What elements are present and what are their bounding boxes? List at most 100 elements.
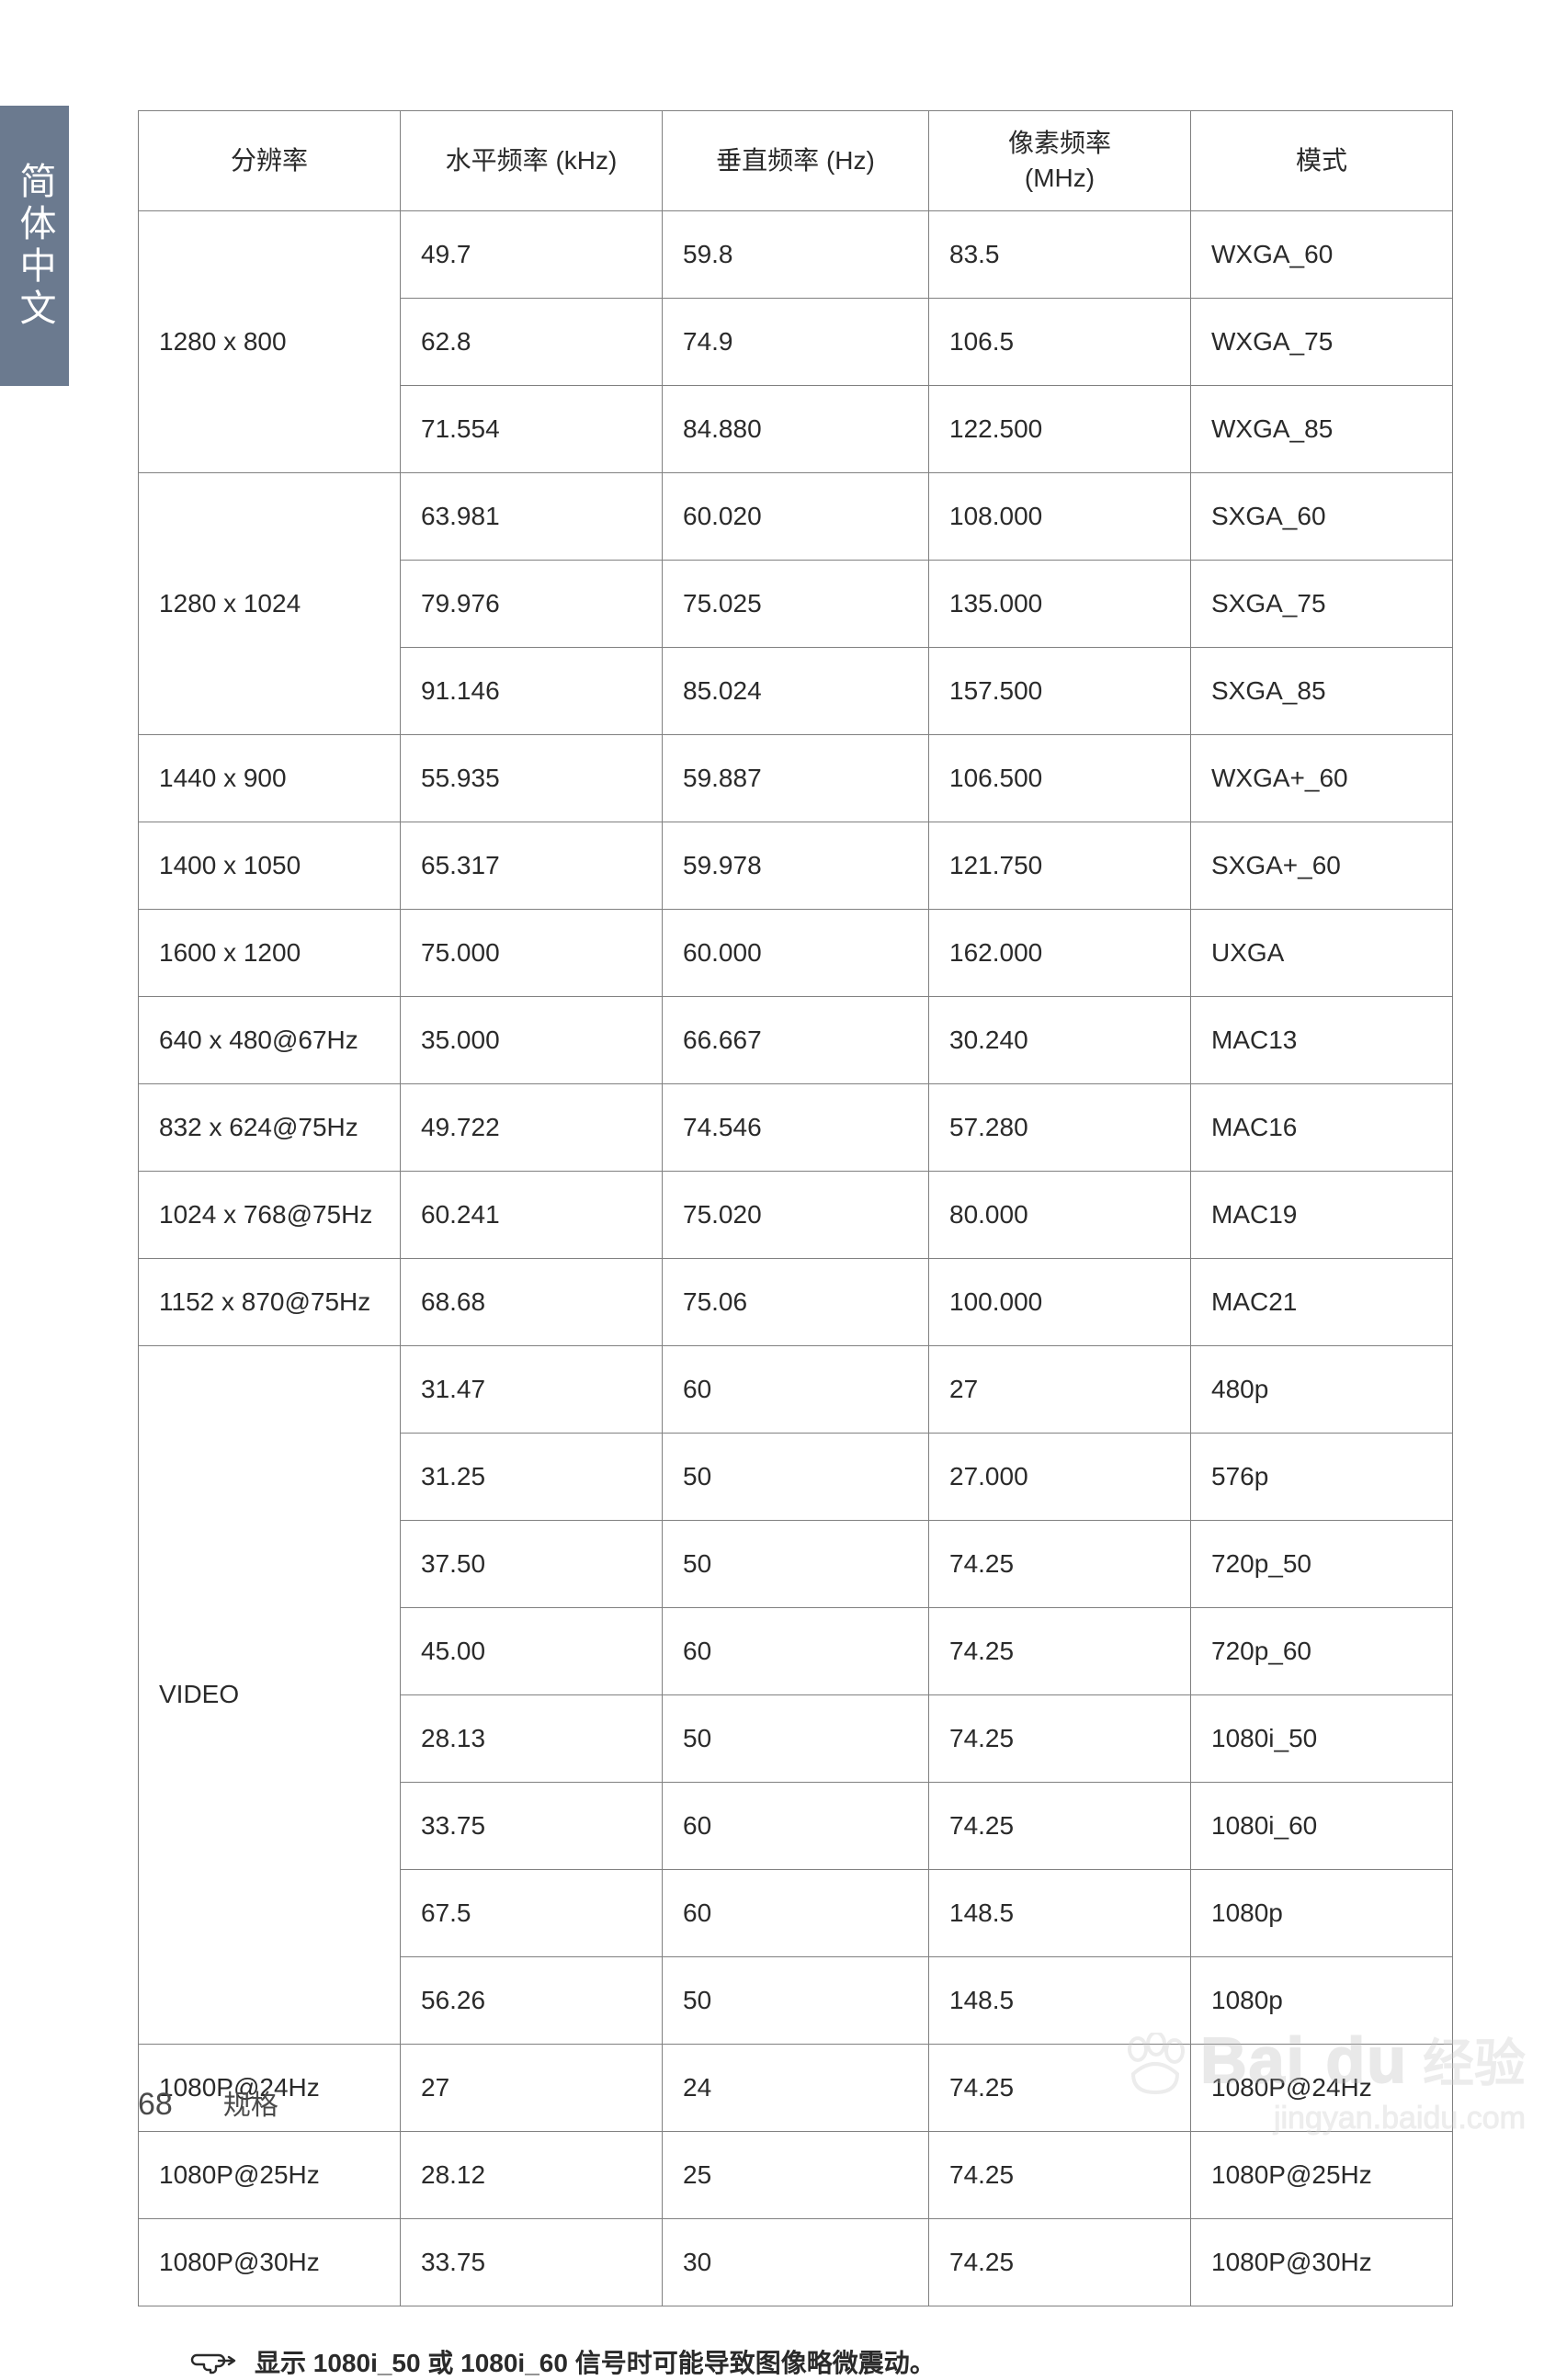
cell-mode: MAC21 xyxy=(1191,1258,1453,1345)
cell-vhz: 75.020 xyxy=(663,1171,929,1258)
cell-pmhz: 148.5 xyxy=(929,1869,1191,1956)
col-mode: 模式 xyxy=(1191,111,1453,211)
cell-hkhz: 68.68 xyxy=(401,1258,663,1345)
cell-mode: SXGA_60 xyxy=(1191,472,1453,560)
spec-table: 分辨率 水平频率 (kHz) 垂直频率 (Hz) 像素频率 (MHz) 模式 1… xyxy=(138,110,1453,2306)
cell-vhz: 60.020 xyxy=(663,472,929,560)
cell-hkhz: 37.50 xyxy=(401,1520,663,1607)
language-tab: 简体中文 xyxy=(0,106,69,386)
language-tab-label: 简体中文 xyxy=(8,162,62,331)
cell-pmhz: 74.25 xyxy=(929,1607,1191,1694)
cell-vhz: 50 xyxy=(663,1433,929,1520)
cell-resolution: 1080P@30Hz xyxy=(139,2218,401,2306)
cell-vhz: 60 xyxy=(663,1345,929,1433)
table-row: 1280 x 80049.759.883.5WXGA_60 xyxy=(139,210,1453,298)
cell-mode: WXGA_85 xyxy=(1191,385,1453,472)
cell-pmhz: 83.5 xyxy=(929,210,1191,298)
cell-mode: WXGA_75 xyxy=(1191,298,1453,385)
table-row: 1080P@30Hz33.753074.251080P@30Hz xyxy=(139,2218,1453,2306)
cell-mode: MAC13 xyxy=(1191,996,1453,1083)
cell-pmhz: 57.280 xyxy=(929,1083,1191,1171)
cell-mode: SXGA+_60 xyxy=(1191,822,1453,909)
cell-hkhz: 55.935 xyxy=(401,734,663,822)
table-body: 1280 x 80049.759.883.5WXGA_6062.874.9106… xyxy=(139,210,1453,2306)
cell-mode: SXGA_75 xyxy=(1191,560,1453,647)
cell-pmhz: 135.000 xyxy=(929,560,1191,647)
cell-resolution: 1152 x 870@75Hz xyxy=(139,1258,401,1345)
cell-mode: WXGA+_60 xyxy=(1191,734,1453,822)
section-label: 规格 xyxy=(223,2082,278,2123)
cell-mode: 720p_50 xyxy=(1191,1520,1453,1607)
cell-mode: 1080p xyxy=(1191,1869,1453,1956)
cell-pmhz: 74.25 xyxy=(929,1782,1191,1869)
table-header: 分辨率 水平频率 (kHz) 垂直频率 (Hz) 像素频率 (MHz) 模式 xyxy=(139,111,1453,211)
cell-hkhz: 75.000 xyxy=(401,909,663,996)
col-vfreq: 垂直频率 (Hz) xyxy=(663,111,929,211)
cell-resolution: 1440 x 900 xyxy=(139,734,401,822)
table-row: 1600 x 120075.00060.000162.000UXGA xyxy=(139,909,1453,996)
cell-mode: 1080P@24Hz xyxy=(1191,2044,1453,2131)
cell-hkhz: 28.12 xyxy=(401,2131,663,2218)
cell-hkhz: 27 xyxy=(401,2044,663,2131)
cell-vhz: 50 xyxy=(663,1694,929,1782)
cell-resolution: 1080P@25Hz xyxy=(139,2131,401,2218)
col-resolution: 分辨率 xyxy=(139,111,401,211)
cell-pmhz: 148.5 xyxy=(929,1956,1191,2044)
cell-mode: UXGA xyxy=(1191,909,1453,996)
col-pixelclock: 像素频率 (MHz) xyxy=(929,111,1191,211)
cell-hkhz: 31.25 xyxy=(401,1433,663,1520)
hand-point-icon xyxy=(188,2345,238,2378)
table-row: 640 x 480@67Hz35.00066.66730.240MAC13 xyxy=(139,996,1453,1083)
col-hfreq: 水平频率 (kHz) xyxy=(401,111,663,211)
cell-hkhz: 49.7 xyxy=(401,210,663,298)
cell-vhz: 59.887 xyxy=(663,734,929,822)
content-area: 分辨率 水平频率 (kHz) 垂直频率 (Hz) 像素频率 (MHz) 模式 1… xyxy=(138,110,1452,2380)
cell-vhz: 60 xyxy=(663,1607,929,1694)
cell-vhz: 60.000 xyxy=(663,909,929,996)
page-number: 68 xyxy=(138,2087,173,2123)
cell-vhz: 75.06 xyxy=(663,1258,929,1345)
table-row: 1440 x 90055.93559.887106.500WXGA+_60 xyxy=(139,734,1453,822)
cell-hkhz: 91.146 xyxy=(401,647,663,734)
cell-mode: 1080i_50 xyxy=(1191,1694,1453,1782)
cell-vhz: 50 xyxy=(663,1956,929,2044)
cell-pmhz: 74.25 xyxy=(929,2218,1191,2306)
cell-resolution: VIDEO xyxy=(139,1345,401,2044)
cell-mode: SXGA_85 xyxy=(1191,647,1453,734)
cell-pmhz: 30.240 xyxy=(929,996,1191,1083)
cell-hkhz: 45.00 xyxy=(401,1607,663,1694)
cell-resolution: 640 x 480@67Hz xyxy=(139,996,401,1083)
cell-vhz: 66.667 xyxy=(663,996,929,1083)
cell-mode: 1080P@30Hz xyxy=(1191,2218,1453,2306)
cell-hkhz: 33.75 xyxy=(401,2218,663,2306)
cell-hkhz: 67.5 xyxy=(401,1869,663,1956)
cell-pmhz: 80.000 xyxy=(929,1171,1191,1258)
cell-resolution: 1600 x 1200 xyxy=(139,909,401,996)
table-row: 1280 x 102463.98160.020108.000SXGA_60 xyxy=(139,472,1453,560)
cell-vhz: 84.880 xyxy=(663,385,929,472)
cell-vhz: 85.024 xyxy=(663,647,929,734)
cell-vhz: 75.025 xyxy=(663,560,929,647)
cell-hkhz: 35.000 xyxy=(401,996,663,1083)
cell-pmhz: 162.000 xyxy=(929,909,1191,996)
cell-resolution: 1280 x 1024 xyxy=(139,472,401,734)
cell-hkhz: 60.241 xyxy=(401,1171,663,1258)
cell-mode: 720p_60 xyxy=(1191,1607,1453,1694)
cell-hkhz: 33.75 xyxy=(401,1782,663,1869)
cell-hkhz: 56.26 xyxy=(401,1956,663,2044)
table-row: 1400 x 105065.31759.978121.750SXGA+_60 xyxy=(139,822,1453,909)
cell-hkhz: 79.976 xyxy=(401,560,663,647)
table-row: 832 x 624@75Hz49.72274.54657.280MAC16 xyxy=(139,1083,1453,1171)
table-row: 1024 x 768@75Hz60.24175.02080.000MAC19 xyxy=(139,1171,1453,1258)
cell-hkhz: 63.981 xyxy=(401,472,663,560)
page-footer: 68 规格 xyxy=(138,2082,278,2123)
cell-mode: 480p xyxy=(1191,1345,1453,1433)
cell-resolution: 1400 x 1050 xyxy=(139,822,401,909)
cell-mode: 1080i_60 xyxy=(1191,1782,1453,1869)
cell-vhz: 24 xyxy=(663,2044,929,2131)
table-row: VIDEO31.476027480p xyxy=(139,1345,1453,1433)
cell-vhz: 74.546 xyxy=(663,1083,929,1171)
cell-pmhz: 106.500 xyxy=(929,734,1191,822)
cell-pmhz: 74.25 xyxy=(929,2044,1191,2131)
cell-resolution: 1024 x 768@75Hz xyxy=(139,1171,401,1258)
